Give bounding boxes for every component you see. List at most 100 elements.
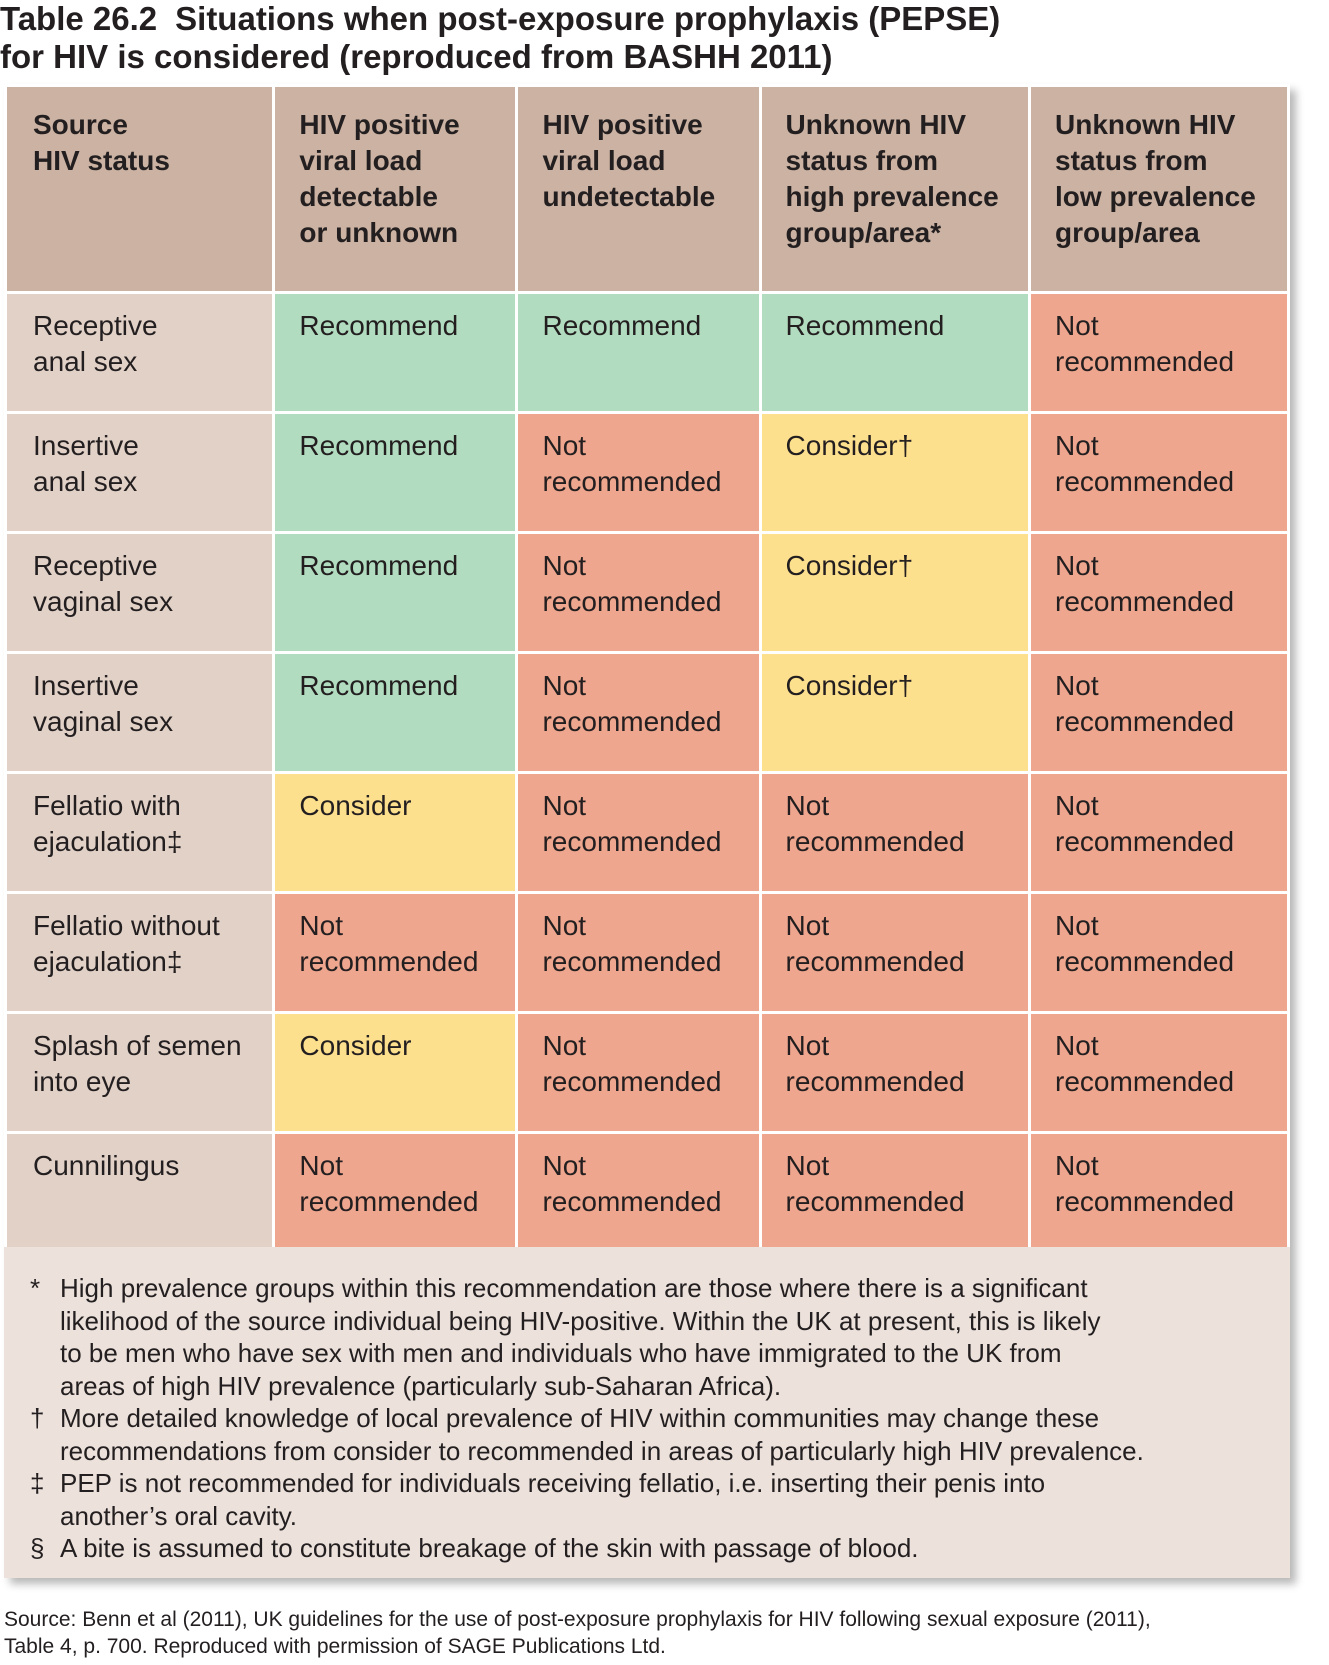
table-number: Table 26.2: [0, 0, 158, 37]
row-header-exposure: Insertive vaginal sex: [3, 651, 276, 774]
row-label-line: vaginal sex: [33, 706, 174, 737]
row-label-line: Cunnilingus: [33, 1150, 180, 1181]
recommendation-cell-recommend: Recommend: [272, 411, 519, 534]
title-line-1: Table 26.2 Situations when post-exposure …: [0, 0, 1329, 38]
row-header-exposure: Fellatio with ejaculation‡: [3, 771, 276, 894]
recommendation-cell-not-recommended: Not recommended: [515, 531, 762, 654]
footnote-marker: §: [30, 1533, 45, 1563]
recommendation-cell-not-recommended: Not recommended: [758, 1011, 1032, 1134]
row-label-line: Insertive: [33, 430, 139, 461]
recommendation-line: Not: [785, 1030, 830, 1061]
recommendation-line: Not: [1055, 310, 1099, 341]
footnote-line: More detailed knowledge of local prevale…: [60, 1403, 1100, 1433]
recommendation-line: recommended: [542, 946, 722, 977]
recommendation-line: Consider: [299, 1030, 412, 1061]
row-label-line: Insertive: [33, 670, 139, 701]
recommendation-line: recommended: [1055, 346, 1235, 377]
footnote-marker: ‡: [30, 1468, 45, 1498]
recommendation-line: Not: [1055, 790, 1099, 821]
source-citation: Source: Benn et al (2011), UK guidelines…: [4, 1606, 1329, 1660]
recommendation-line: Not: [542, 910, 587, 941]
recommendation-line: Consider†: [785, 430, 914, 461]
recommendation-cell-not-recommended: Not recommended: [1028, 1131, 1290, 1254]
recommendation-line: recommended: [1055, 1186, 1235, 1217]
table-row: Splash of semen into eye Consider Not recomm…: [3, 1011, 1290, 1134]
recommendation-cell-not-recommended: Not recommended: [515, 1011, 762, 1134]
header-line: status from: [785, 145, 939, 176]
recommendation-line: Not: [785, 910, 830, 941]
table-body: Receptive anal sex Recommend Recommend Recom…: [3, 291, 1290, 1374]
recommendation-line: recommended: [1055, 1066, 1235, 1097]
table-row: Cunnilingus Not recommended Not recommended N…: [3, 1131, 1290, 1254]
footnote-text: A bite is assumed to constitute breakage…: [60, 1532, 1270, 1565]
recommendation-cell-consider: Consider: [272, 771, 519, 894]
footnote-item: † More detailed knowledge of local preval…: [30, 1402, 1270, 1467]
column-header-4: Unknown HIV status from low prevalence grou…: [1028, 84, 1290, 294]
footnote-item: § A bite is assumed to constitute breakag…: [30, 1532, 1270, 1565]
footnote-text: High prevalence groups within this recom…: [60, 1272, 1270, 1402]
row-label-line: anal sex: [33, 466, 138, 497]
recommendation-cell-not-recommended: Not recommended: [1028, 651, 1290, 774]
source-line-1: Source: Benn et al (2011), UK guidelines…: [4, 1608, 1151, 1631]
header-line: status from: [1055, 145, 1208, 176]
recommendation-line: Recommend: [299, 550, 459, 581]
footnote-marker: *: [30, 1273, 41, 1303]
recommendation-cell-recommend: Recommend: [272, 531, 519, 654]
footnote-line: High prevalence groups within this recom…: [60, 1273, 1088, 1303]
row-label-line: ejaculation‡: [33, 826, 183, 857]
recommendation-cell-consider: Consider†: [758, 531, 1032, 654]
recommendation-cell-consider: Consider†: [758, 651, 1032, 774]
footnote-line: recommendations from consider to recomme…: [60, 1435, 1144, 1466]
header-line: HIV positive: [542, 109, 703, 140]
row-label-line: anal sex: [33, 346, 138, 377]
recommendation-line: Recommend: [785, 310, 945, 341]
header-line: viral load: [299, 145, 423, 176]
recommendation-line: recommended: [542, 826, 722, 857]
column-header-1: HIV positive viral load detectable or unkno…: [272, 84, 519, 294]
recommendation-line: Not: [542, 550, 587, 581]
recommendation-line: Not: [1055, 670, 1099, 701]
recommendation-cell-not-recommended: Not recommended: [515, 651, 762, 774]
recommendation-line: Recommend: [542, 310, 702, 341]
footnotes: * High prevalence groups within this reco…: [4, 1247, 1290, 1578]
row-label-line: Splash of semen: [33, 1030, 242, 1061]
row-label-line: Fellatio without: [33, 910, 220, 941]
recommendation-line: recommended: [785, 1066, 965, 1097]
header-line: or unknown: [299, 217, 459, 248]
recommendation-line: Consider: [299, 790, 412, 821]
row-label-line: ejaculation‡: [33, 946, 183, 977]
recommendation-cell-recommend: Recommend: [272, 651, 519, 774]
table-row: Fellatio with ejaculation‡ Consider Not reco…: [3, 771, 1290, 894]
recommendation-cell-not-recommended: Not recommended: [515, 1131, 762, 1254]
recommendation-line: Not: [542, 430, 587, 461]
recommendation-cell-not-recommended: Not recommended: [272, 1131, 519, 1254]
recommendation-line: recommended: [1055, 466, 1235, 497]
row-label-line: Receptive: [33, 310, 158, 341]
recommendation-line: recommended: [542, 466, 722, 497]
footnote-line: another’s oral cavity.: [60, 1500, 298, 1531]
pepse-table-container: Source HIV status HIV positive viral load de…: [3, 84, 1290, 1578]
recommendation-line: Recommend: [299, 430, 459, 461]
footnote-item: * High prevalence groups within this reco…: [30, 1272, 1270, 1402]
header-line: group/area*: [785, 217, 942, 248]
recommendation-line: recommended: [785, 826, 965, 857]
row-label-line: vaginal sex: [33, 586, 174, 617]
recommendation-cell-not-recommended: Not recommended: [758, 1131, 1032, 1254]
header-line: low prevalence: [1055, 181, 1256, 212]
recommendation-line: recommended: [1055, 706, 1235, 737]
recommendation-line: Not: [1055, 1030, 1099, 1061]
header-line: HIV status: [33, 145, 170, 176]
column-header-2: HIV positive viral load undetectable: [515, 84, 762, 294]
recommendation-line: Not: [542, 1030, 587, 1061]
recommendation-line: Not: [299, 1150, 343, 1181]
column-header-3: Unknown HIV status from high prevalence gro…: [758, 84, 1032, 294]
recommendation-line: recommended: [1055, 826, 1235, 857]
recommendation-cell-recommend: Recommend: [758, 291, 1032, 414]
recommendation-line: recommended: [542, 1186, 722, 1217]
recommendation-cell-not-recommended: Not recommended: [758, 771, 1032, 894]
recommendation-line: Not: [1055, 430, 1099, 461]
row-label-line: Receptive: [33, 550, 158, 581]
header-line: high prevalence: [785, 181, 999, 212]
recommendation-line: Not: [1055, 910, 1099, 941]
footnote-line: to be men who have sex with men and indi…: [60, 1338, 1062, 1368]
